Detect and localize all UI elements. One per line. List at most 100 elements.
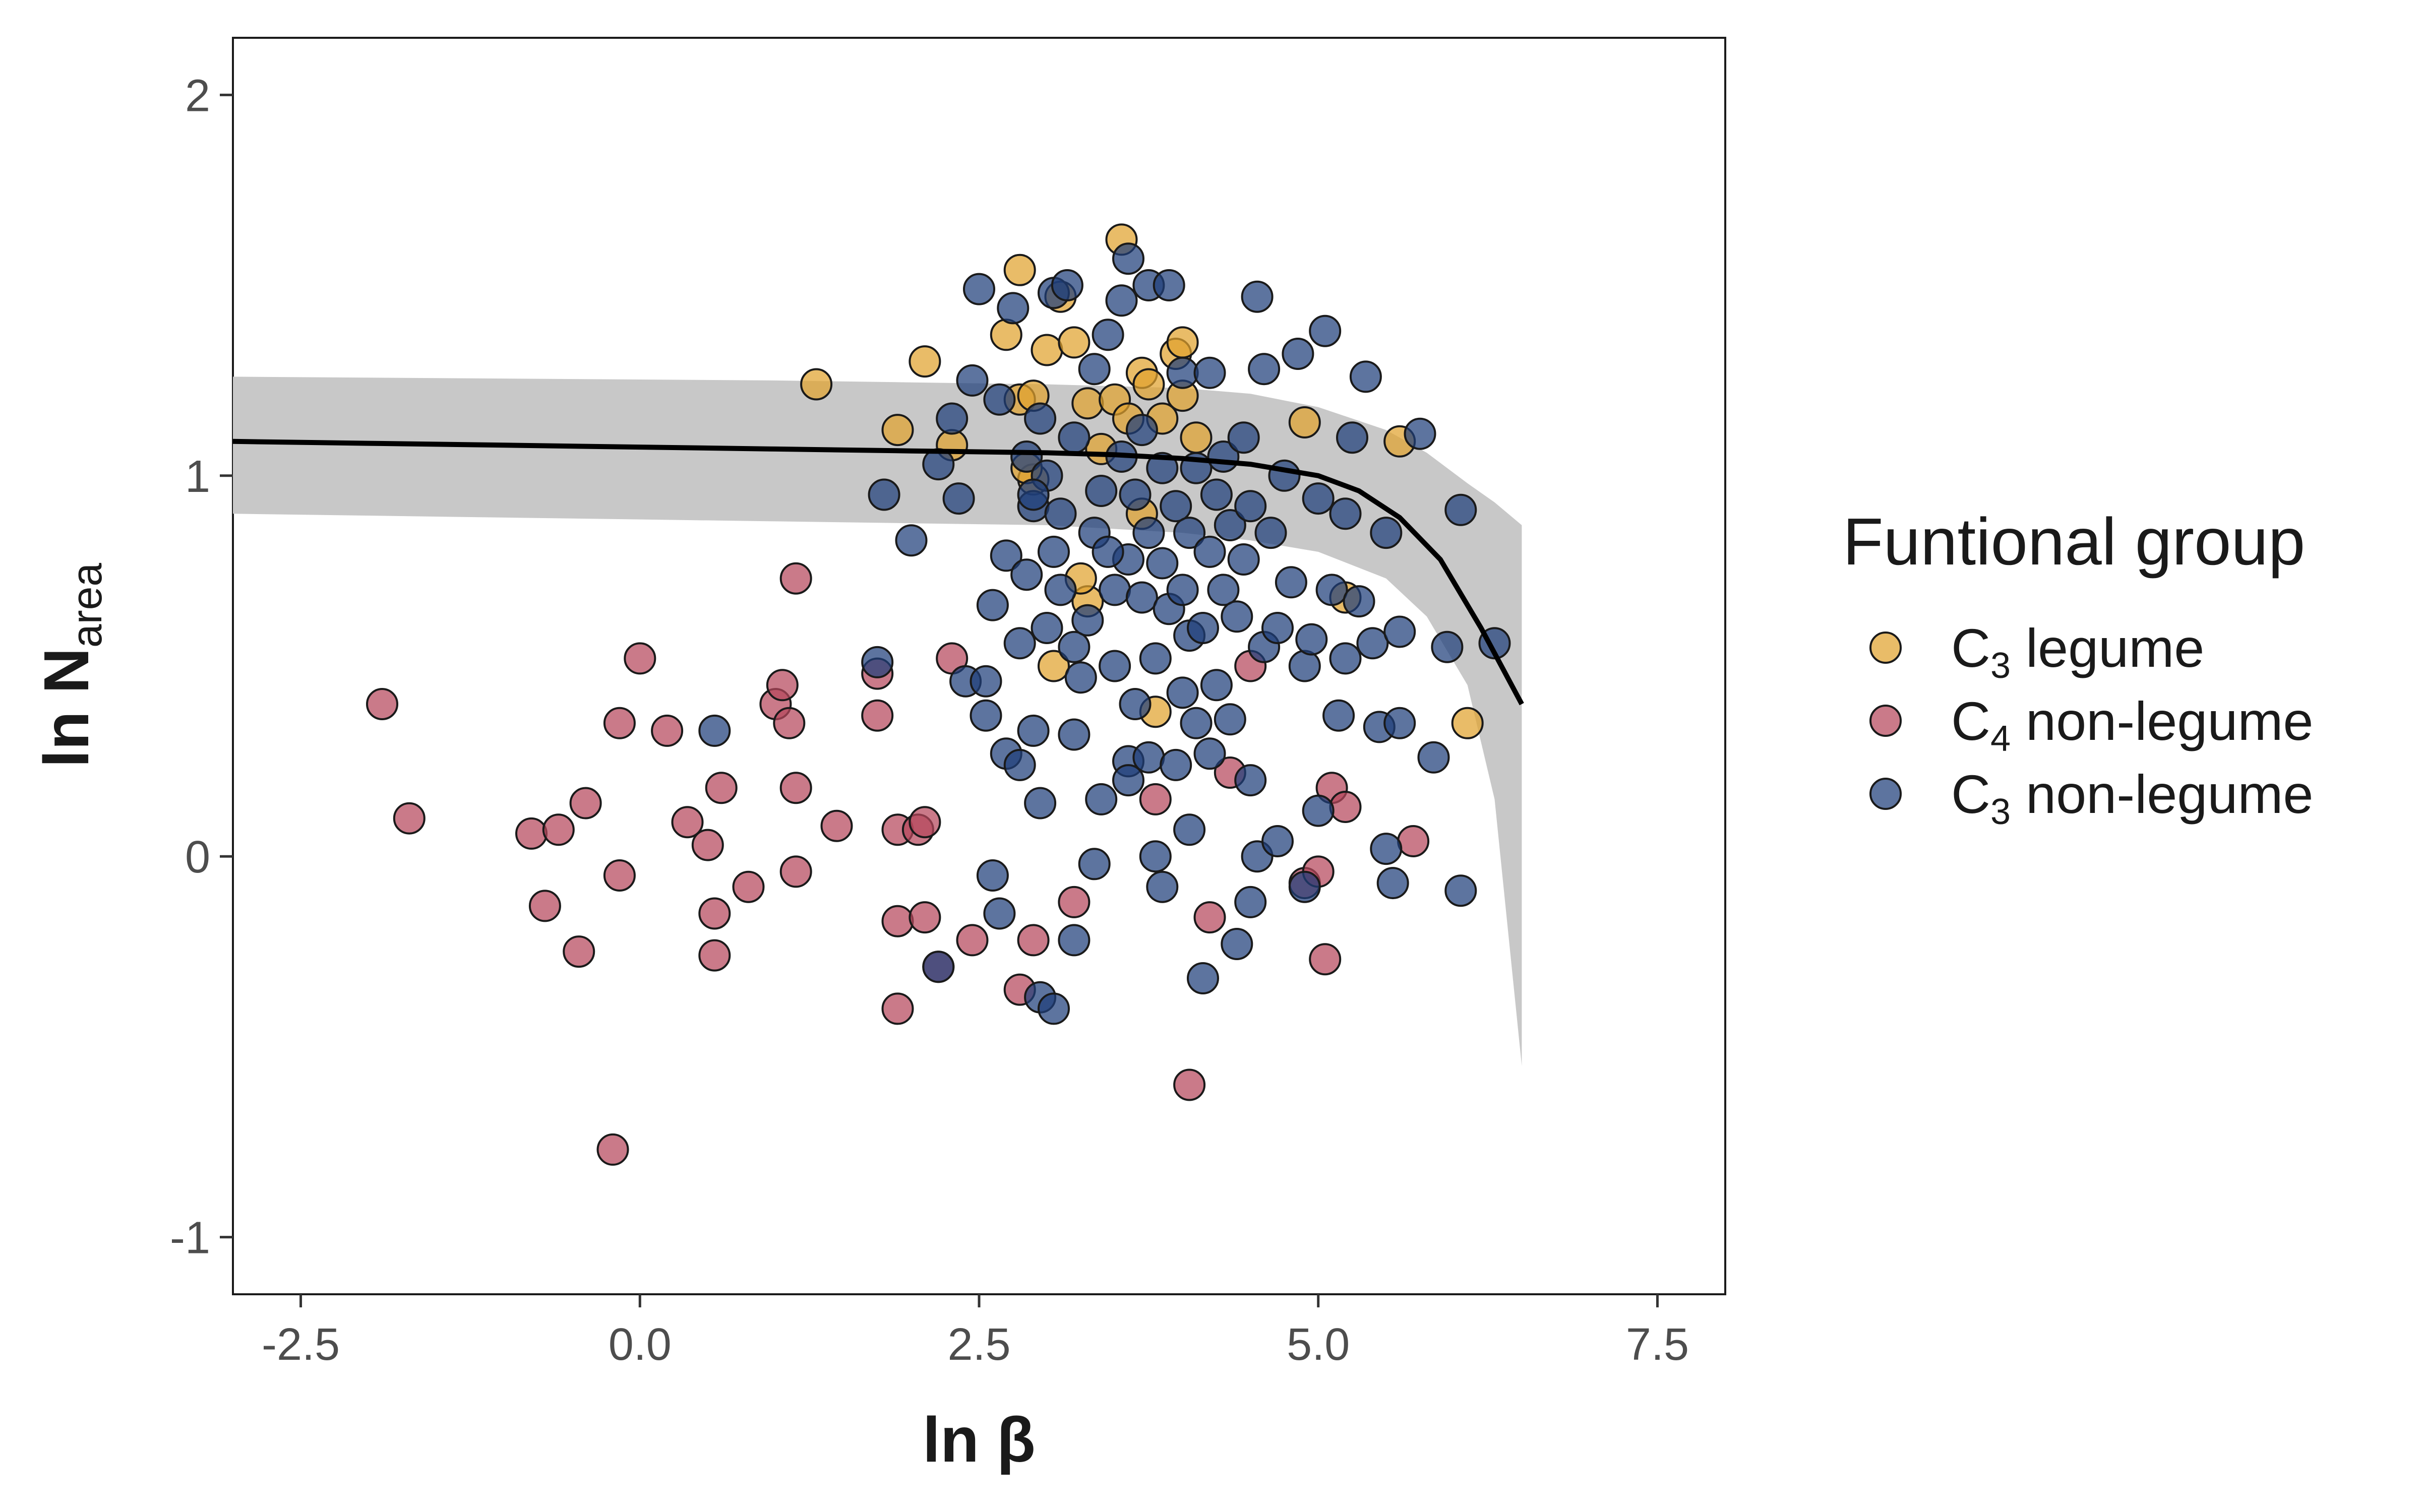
point-c3-non-legume — [1038, 992, 1070, 1025]
point-c3-non-legume — [1193, 737, 1226, 770]
point-c3-non-legume — [1139, 840, 1172, 873]
point-c3-non-legume — [1187, 962, 1219, 994]
point-c3-non-legume — [1254, 517, 1287, 549]
point-c3-non-legume — [1221, 928, 1253, 960]
point-c3-non-legume — [1119, 688, 1152, 720]
point-c3-non-legume — [1010, 440, 1043, 473]
point-c3-legume — [1038, 650, 1070, 682]
point-c3-non-legume — [1139, 642, 1172, 675]
point-c3-non-legume — [1431, 631, 1464, 663]
point-c3-non-legume — [1234, 764, 1267, 797]
point-c3-non-legume — [1017, 478, 1050, 511]
point-c3-non-legume — [1160, 748, 1192, 781]
y-axis-title-main: ln N — [31, 648, 102, 768]
point-c3-non-legume — [1322, 699, 1355, 732]
point-c3-non-legume — [1105, 284, 1138, 317]
point-c3-non-legume — [922, 951, 955, 983]
point-c3-non-legume — [1349, 360, 1382, 393]
point-c3-non-legume — [1024, 787, 1057, 820]
point-c3-non-legume — [1309, 314, 1342, 347]
point-c3-non-legume — [1058, 924, 1091, 957]
point-c3-non-legume — [1099, 650, 1131, 682]
legend-key — [1869, 778, 1902, 810]
point-c3-non-legume — [1295, 623, 1328, 656]
point-c3-non-legume — [1343, 585, 1375, 618]
point-c3-non-legume — [1146, 452, 1179, 484]
point-c3-non-legume — [1119, 478, 1152, 511]
point-c3-non-legume — [1071, 604, 1104, 637]
legend-label: C3 legume — [1951, 617, 2204, 686]
point-c4-non-legume — [1309, 943, 1342, 976]
point-c3-non-legume — [1268, 459, 1301, 492]
point-c4-non-legume — [698, 897, 731, 930]
point-c3-non-legume — [1376, 867, 1409, 900]
point-c4-non-legume — [671, 806, 704, 839]
x-axis: -2.5 0.0 2.5 5.0 7.5 — [262, 1294, 1689, 1370]
legend-label-subscript: 3 — [1990, 646, 2011, 686]
point-c3-non-legume — [861, 646, 894, 678]
point-c4-non-legume — [779, 855, 812, 888]
point-c3-non-legume — [1132, 517, 1165, 549]
point-c3-non-legume — [1166, 676, 1199, 709]
point-c4-non-legume — [881, 992, 914, 1025]
point-c3-non-legume — [1193, 356, 1226, 389]
legend-title: Funtional group — [1843, 505, 2305, 579]
legend-label-prefix: C — [1951, 690, 1990, 751]
point-c3-non-legume — [1227, 421, 1260, 454]
point-c3-legume — [881, 414, 914, 447]
point-c3-non-legume — [983, 383, 1016, 416]
point-c3-non-legume — [956, 364, 989, 397]
legend-key — [1869, 705, 1902, 737]
point-c4-non-legume — [603, 859, 636, 892]
point-c3-non-legume — [990, 539, 1022, 572]
point-c4-non-legume — [766, 669, 799, 702]
point-c3-non-legume — [1383, 615, 1416, 648]
point-c3-non-legume — [963, 273, 995, 305]
point-c4-non-legume — [1193, 901, 1226, 934]
point-c3-non-legume — [1024, 402, 1057, 435]
point-c3-non-legume — [1166, 574, 1199, 606]
point-c3-non-legume — [1031, 612, 1063, 644]
point-c4-non-legume — [603, 707, 636, 739]
point-c3-non-legume — [1370, 833, 1403, 865]
point-c3-non-legume — [1282, 338, 1314, 370]
legend-label-subscript: 3 — [1990, 792, 2011, 832]
x-tick-label: 0.0 — [609, 1319, 672, 1370]
point-c3-non-legume — [1112, 242, 1144, 275]
point-c3-non-legume — [1200, 669, 1233, 702]
point-c3-non-legume — [698, 714, 731, 747]
point-c3-legume — [1031, 334, 1063, 366]
legend-label-rest: legume — [2011, 617, 2204, 678]
point-c3-non-legume — [1288, 870, 1321, 903]
point-c4-non-legume — [563, 935, 595, 968]
point-c3-non-legume — [1248, 353, 1281, 386]
point-c3-non-legume — [1193, 535, 1226, 568]
point-c4-non-legume — [528, 890, 561, 922]
point-c3-legume — [1003, 254, 1036, 286]
point-c3-non-legume — [1261, 825, 1294, 857]
y-tick-label: 0 — [185, 832, 210, 883]
point-c3-non-legume — [1003, 627, 1036, 660]
point-c3-non-legume — [1302, 794, 1335, 827]
point-c3-non-legume — [868, 478, 900, 511]
point-c3-legume — [1132, 368, 1165, 401]
point-c3-non-legume — [1099, 574, 1131, 606]
point-c3-non-legume — [1275, 566, 1307, 599]
point-c4-non-legume — [1397, 825, 1430, 857]
point-c4-non-legume — [881, 905, 914, 937]
legend-label-prefix: C — [1951, 617, 1990, 678]
point-c3-non-legume — [1187, 612, 1219, 644]
point-c4-non-legume — [1017, 924, 1050, 957]
y-axis-title-subscript: area — [63, 563, 110, 648]
point-c3-non-legume — [1003, 748, 1036, 781]
point-c3-non-legume — [1356, 627, 1389, 660]
legend-label-rest: non-legume — [2011, 690, 2313, 751]
point-c3-non-legume — [1078, 353, 1111, 386]
point-c4-non-legume — [773, 707, 806, 739]
point-c3-non-legume — [1370, 517, 1403, 549]
point-c3-legume — [990, 319, 1022, 351]
point-c4-non-legume — [651, 714, 684, 747]
point-c3-non-legume — [1173, 813, 1206, 846]
x-axis-title-text: ln β — [923, 1404, 1036, 1475]
